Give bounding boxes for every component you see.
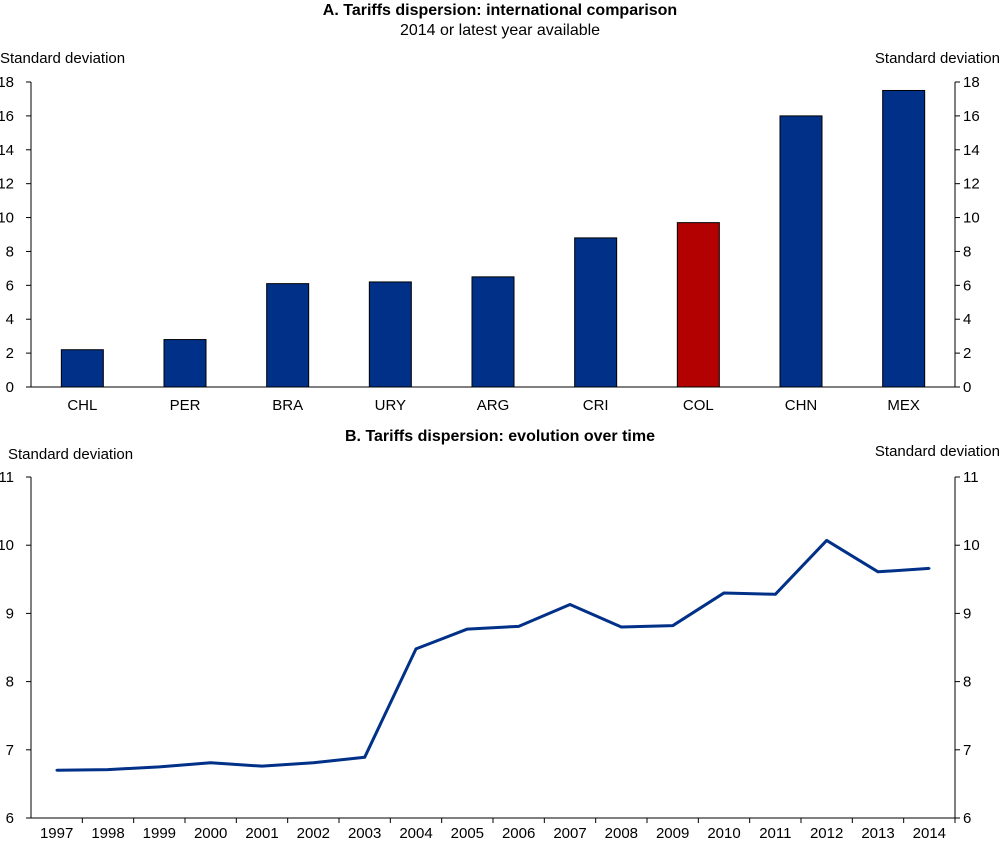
- chart-a-category-label: COL: [683, 397, 714, 414]
- chart-b-ytick-label-right: 9: [963, 605, 971, 622]
- chart-a-ytick-label-right: 4: [963, 311, 971, 328]
- chart-b-year-label: 2012: [810, 825, 843, 841]
- chart-a-category-label: URY: [375, 397, 406, 414]
- bar-mex: [882, 89, 926, 388]
- chart-b-ytick-label-left: 7: [6, 742, 14, 759]
- chart-b-point-2012: [825, 539, 828, 542]
- chart-b-ytick-label-left: 11: [0, 469, 14, 486]
- chart-a-category-label: PER: [170, 397, 201, 414]
- chart-b-point-2009: [671, 624, 674, 627]
- chart-a-category-label: BRA: [272, 397, 303, 414]
- chart-b-year-label: 1997: [40, 825, 73, 841]
- chart-b-ytick-label-right: 8: [963, 674, 971, 691]
- chart-b-point-1998: [106, 768, 110, 771]
- chart-b-point-2006: [517, 625, 520, 628]
- bar-chn: [779, 115, 823, 388]
- chart-a-title: A. Tariffs dispersion: international com…: [322, 2, 678, 19]
- chart-a-ytick-label-right: 2: [963, 345, 971, 362]
- chart-b-year-label: 2013: [861, 825, 894, 841]
- chart-b-ytick-label-left: 6: [6, 810, 14, 827]
- chart-b-year-label: 2003: [348, 825, 381, 841]
- chart-a-category-label: CRI: [583, 397, 609, 414]
- chart-b-ytick-label-left: 9: [6, 605, 14, 622]
- chart-b-year-label: 2006: [502, 825, 535, 841]
- chart-a-ytick-label-right: 8: [963, 243, 971, 260]
- chart-a-ytick-label-right: 12: [963, 176, 980, 193]
- chart-a-ytick-label-right: 18: [963, 74, 980, 91]
- chart-a-ytick-label-right: 0: [963, 379, 971, 396]
- chart-b-point-1999: [158, 765, 161, 769]
- bar-cri: [574, 237, 618, 388]
- chart-a-category-label: MEX: [887, 397, 920, 414]
- chart-b-title: B. Tariffs dispersion: evolution over ti…: [345, 428, 655, 445]
- chart-b-point-2014: [928, 567, 931, 570]
- chart-a-ylabel-left: Standard deviation: [0, 50, 126, 67]
- chart-b-ytick-label-left: 8: [6, 674, 14, 691]
- bar-per: [163, 339, 207, 388]
- chart-b-point-2004: [414, 647, 418, 651]
- chart-a-category-label: CHL: [67, 397, 97, 414]
- chart-b-year-label: 2014: [913, 825, 946, 841]
- chart-b-point-2011: [774, 593, 777, 596]
- chart-a-ytick-label-right: 10: [963, 210, 980, 227]
- chart-b-year-label: 2009: [656, 825, 689, 841]
- chart-a-ytick-label-left: 12: [0, 176, 14, 193]
- chart-b-year-label: 2011: [759, 825, 791, 841]
- chart-b-year-label: 2005: [451, 825, 484, 841]
- bar-chl: [60, 349, 104, 388]
- bar-arg: [471, 276, 515, 388]
- chart-a-ytick-label-right: 16: [963, 108, 980, 125]
- chart-b-point-2000: [209, 761, 212, 764]
- bar-col: [676, 222, 720, 388]
- chart-a-category-label: CHN: [785, 397, 818, 414]
- chart-b-point-2002: [312, 761, 315, 764]
- chart-b-ytick-label-right: 7: [963, 742, 971, 759]
- chart-a-ytick-label-left: 18: [0, 74, 14, 91]
- chart-b-year-label: 2002: [297, 825, 330, 841]
- chart-b-year-label: 1999: [143, 825, 176, 841]
- chart-a-ytick-label-left: 6: [6, 277, 14, 294]
- chart-a-ytick-label-right: 14: [963, 142, 980, 159]
- chart-b-year-label: 2004: [399, 825, 432, 841]
- chart-b-point-2010: [722, 591, 726, 595]
- chart-b-year-label: 1998: [91, 825, 124, 841]
- chart-b-ytick-label-right: 10: [963, 537, 980, 554]
- chart-b-point-2001: [260, 764, 264, 768]
- chart-a-ylabel-right: Standard deviation: [874, 50, 1000, 67]
- chart-a-category-label: ARG: [477, 397, 510, 414]
- chart-a-ytick-label-left: 10: [0, 210, 14, 227]
- chart-b-ytick-label-left: 10: [0, 537, 14, 554]
- bar-bra: [266, 283, 310, 388]
- chart-a-ytick-label-left: 8: [6, 243, 14, 260]
- chart-b-point-2005: [466, 627, 469, 631]
- chart-b-year-label: 2008: [605, 825, 638, 841]
- chart-b-series-line: [56, 538, 930, 772]
- chart-b-point-2007: [568, 603, 572, 606]
- chart-b-point-2013: [876, 570, 880, 573]
- chart-b-year-label: 2000: [194, 825, 227, 841]
- chart-b-ylabel-right: Standard deviation: [874, 443, 1000, 460]
- chart-a-ytick-label-right: 6: [963, 277, 971, 294]
- chart-b-ytick-label-right: 6: [963, 810, 971, 827]
- chart-b-year-label: 2001: [245, 825, 278, 841]
- chart-a-ytick-label-left: 4: [6, 311, 14, 328]
- chart-b-point-1997: [55, 769, 58, 772]
- chart-b-point-2003: [363, 756, 366, 759]
- chart-a-ytick-label-left: 2: [6, 345, 14, 362]
- chart-a-subtitle: 2014 or latest year available: [399, 22, 601, 39]
- chart-b-ytick-label-right: 11: [963, 469, 979, 486]
- chart-b-year-label: 2010: [707, 825, 740, 841]
- chart-b-ylabel-left: Standard deviation: [8, 446, 134, 463]
- chart-b-point-2008: [620, 625, 623, 629]
- bar-ury: [368, 281, 412, 388]
- chart-a-ytick-label-left: 16: [0, 108, 14, 125]
- chart-b-year-label: 2007: [553, 825, 586, 841]
- chart-a-ytick-label-left: 0: [6, 379, 14, 396]
- chart-a-ytick-label-left: 14: [0, 142, 14, 159]
